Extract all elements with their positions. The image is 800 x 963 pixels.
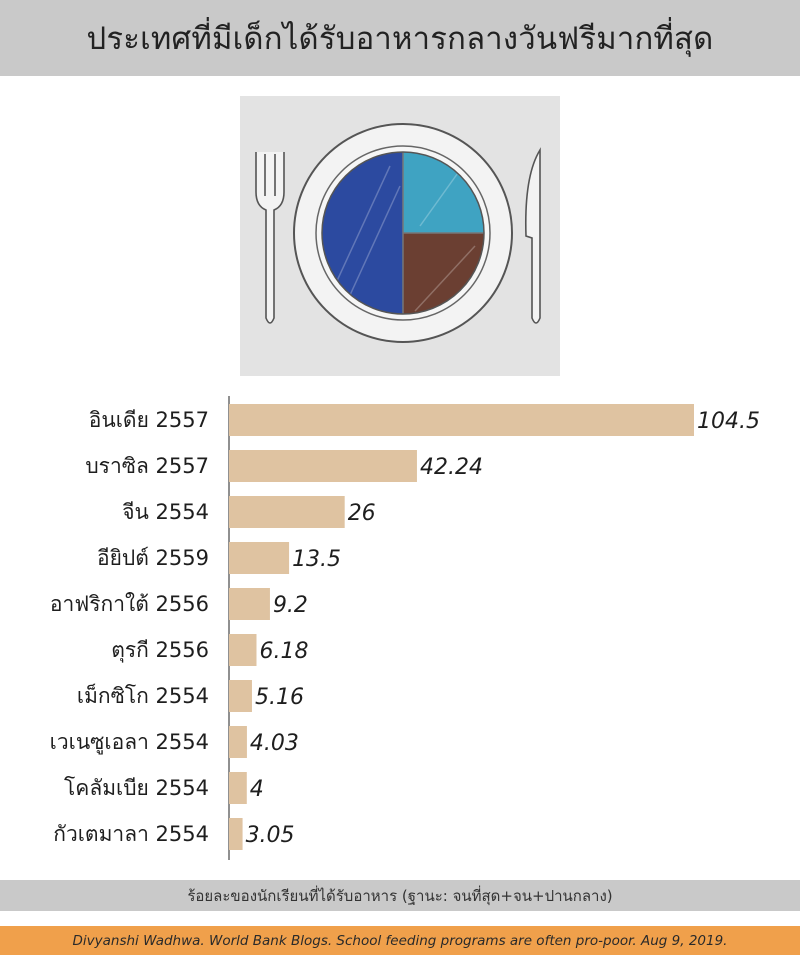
value-label-8: 4	[250, 777, 264, 802]
bar-5	[229, 634, 257, 666]
value-label-0: 104.5	[697, 409, 760, 434]
value-label-6: 5.16	[255, 685, 304, 710]
bar-8	[229, 772, 247, 804]
category-label-0: อินเดีย 2557	[89, 408, 209, 432]
category-label-7: เวเนซูเอลา 2554	[50, 730, 209, 755]
bar-4	[229, 588, 270, 620]
value-label-3: 13.5	[292, 547, 341, 572]
x-axis-title: ร้อยละของนักเรียนที่ได้รับอาหาร (ฐานะ: จ…	[187, 886, 613, 905]
category-label-8: โคลัมเบีย 2554	[64, 776, 209, 800]
source-bar: Divyanshi Wadhwa. World Bank Blogs. Scho…	[0, 926, 800, 955]
category-label-5: ตุรกี 2556	[111, 638, 209, 663]
value-label-4: 9.2	[273, 593, 308, 618]
category-label-4: อาฟริกาใต้ 2556	[50, 592, 209, 616]
value-label-9: 3.05	[246, 823, 295, 848]
value-label-2: 26	[348, 501, 376, 526]
bar-1	[229, 450, 417, 482]
category-label-2: จีน 2554	[122, 500, 209, 524]
value-label-1: 42.24	[420, 455, 483, 480]
bars-group: อินเดีย 2557 104.5 บราซิล 2557 42.24 จีน 255…	[50, 404, 760, 850]
title-bar: ประเทศที่มีเด็กได้รับอาหารกลางวันฟรีมากท…	[0, 0, 800, 76]
value-label-7: 4.03	[250, 731, 299, 756]
category-label-3: อียิปต์ 2559	[97, 546, 209, 570]
plate-fork-knife-icon	[240, 96, 560, 376]
bar-chart: อินเดีย 2557 104.5 บราซิล 2557 42.24 จีน 255…	[0, 392, 800, 864]
value-label-5: 6.18	[259, 639, 308, 664]
chart-title: ประเทศที่มีเด็กได้รับอาหารกลางวันฟรีมากท…	[86, 21, 714, 57]
bar-2	[229, 496, 345, 528]
bar-3	[229, 542, 290, 574]
category-label-9: กัวเตมาลา 2554	[53, 822, 209, 846]
x-axis-title-bar: ร้อยละของนักเรียนที่ได้รับอาหาร (ฐานะ: จ…	[0, 880, 800, 911]
bar-0	[229, 404, 694, 436]
source-citation: Divyanshi Wadhwa. World Bank Blogs. Scho…	[72, 932, 728, 949]
bar-6	[229, 680, 252, 712]
category-label-6: เม็กซิโก 2554	[77, 682, 209, 708]
bar-9	[229, 818, 243, 850]
bar-7	[229, 726, 247, 758]
category-label-1: บราซิล 2557	[85, 454, 209, 478]
